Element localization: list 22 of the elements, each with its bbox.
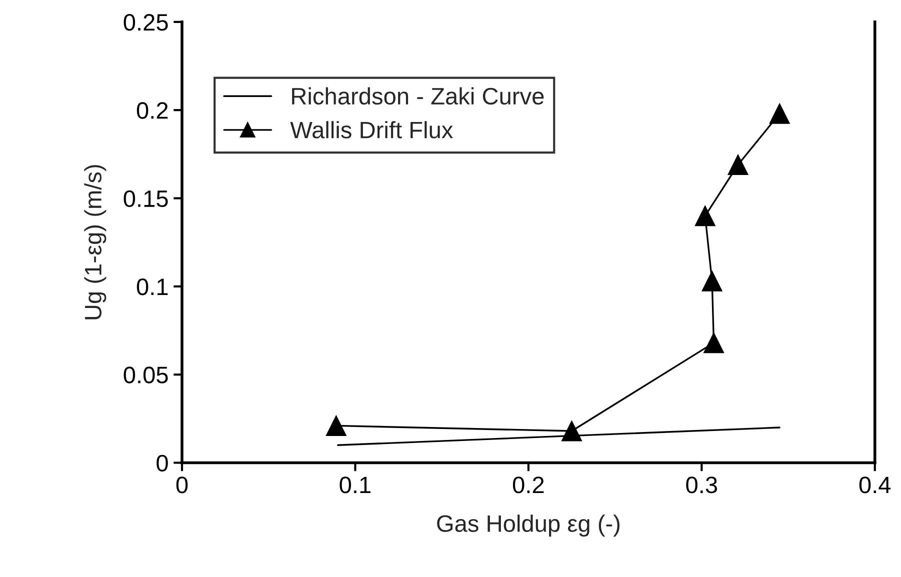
y-tick-label: 0.05 (124, 366, 168, 384)
point (702, 270, 722, 292)
point (562, 420, 582, 442)
x-tick-label: 0.1 (340, 476, 370, 494)
x-tick-label: 0.3 (686, 476, 718, 494)
y-tick-label: 0.2 (136, 102, 168, 119)
x-tick-label: 0 (176, 476, 188, 494)
point (326, 415, 346, 436)
x-tick-label: 0.2 (512, 476, 544, 494)
y-tick-label: 0.1 (136, 278, 168, 296)
point (704, 332, 724, 354)
point (728, 154, 748, 175)
legend-label: Wallis Drift Flux (290, 121, 453, 138)
y-axis-title: Ug (1-εg) (m/s) (84, 165, 106, 320)
legend-label: Richardson - Zaki Curve (292, 87, 544, 105)
x-tick-label: 0.4 (859, 476, 891, 494)
point (769, 103, 790, 124)
y-tick-label: 0 (156, 454, 168, 472)
x-axis-title: Gas Holdup εg (-) (437, 514, 620, 537)
y-tick-label: 0.15 (124, 190, 168, 208)
point (694, 206, 716, 226)
y-tick-label: 0.25 (124, 14, 168, 31)
